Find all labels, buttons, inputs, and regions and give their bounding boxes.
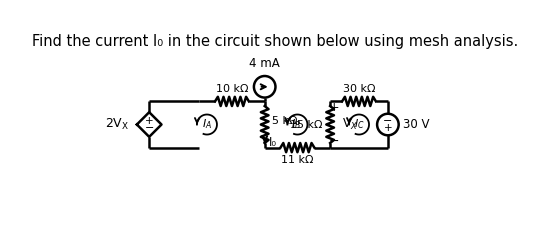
Text: 5 kΩ: 5 kΩ: [272, 116, 298, 126]
Text: I$_A$: I$_A$: [202, 118, 212, 131]
Text: Find the current I₀ in the circuit shown below using mesh analysis.: Find the current I₀ in the circuit shown…: [32, 34, 518, 49]
Text: +: +: [145, 116, 153, 126]
Text: 4 mA: 4 mA: [249, 57, 280, 70]
Text: −: −: [145, 123, 154, 133]
Text: 11 kΩ: 11 kΩ: [281, 155, 314, 165]
Text: V$_X$: V$_X$: [341, 117, 358, 132]
Text: 30 kΩ: 30 kΩ: [343, 84, 375, 94]
Text: 15 kΩ: 15 kΩ: [290, 120, 323, 129]
Text: I₀: I₀: [269, 136, 277, 150]
Text: +: +: [329, 101, 339, 114]
Text: −: −: [329, 135, 339, 148]
Text: +: +: [384, 123, 392, 133]
Text: 30 V: 30 V: [403, 118, 430, 131]
Text: 2V$_\mathregular{X}$: 2V$_\mathregular{X}$: [105, 117, 129, 132]
Text: 10 kΩ: 10 kΩ: [215, 84, 248, 94]
Text: I$_B$: I$_B$: [291, 118, 301, 131]
Text: −: −: [383, 116, 392, 126]
Text: I$_C$: I$_C$: [354, 118, 364, 131]
